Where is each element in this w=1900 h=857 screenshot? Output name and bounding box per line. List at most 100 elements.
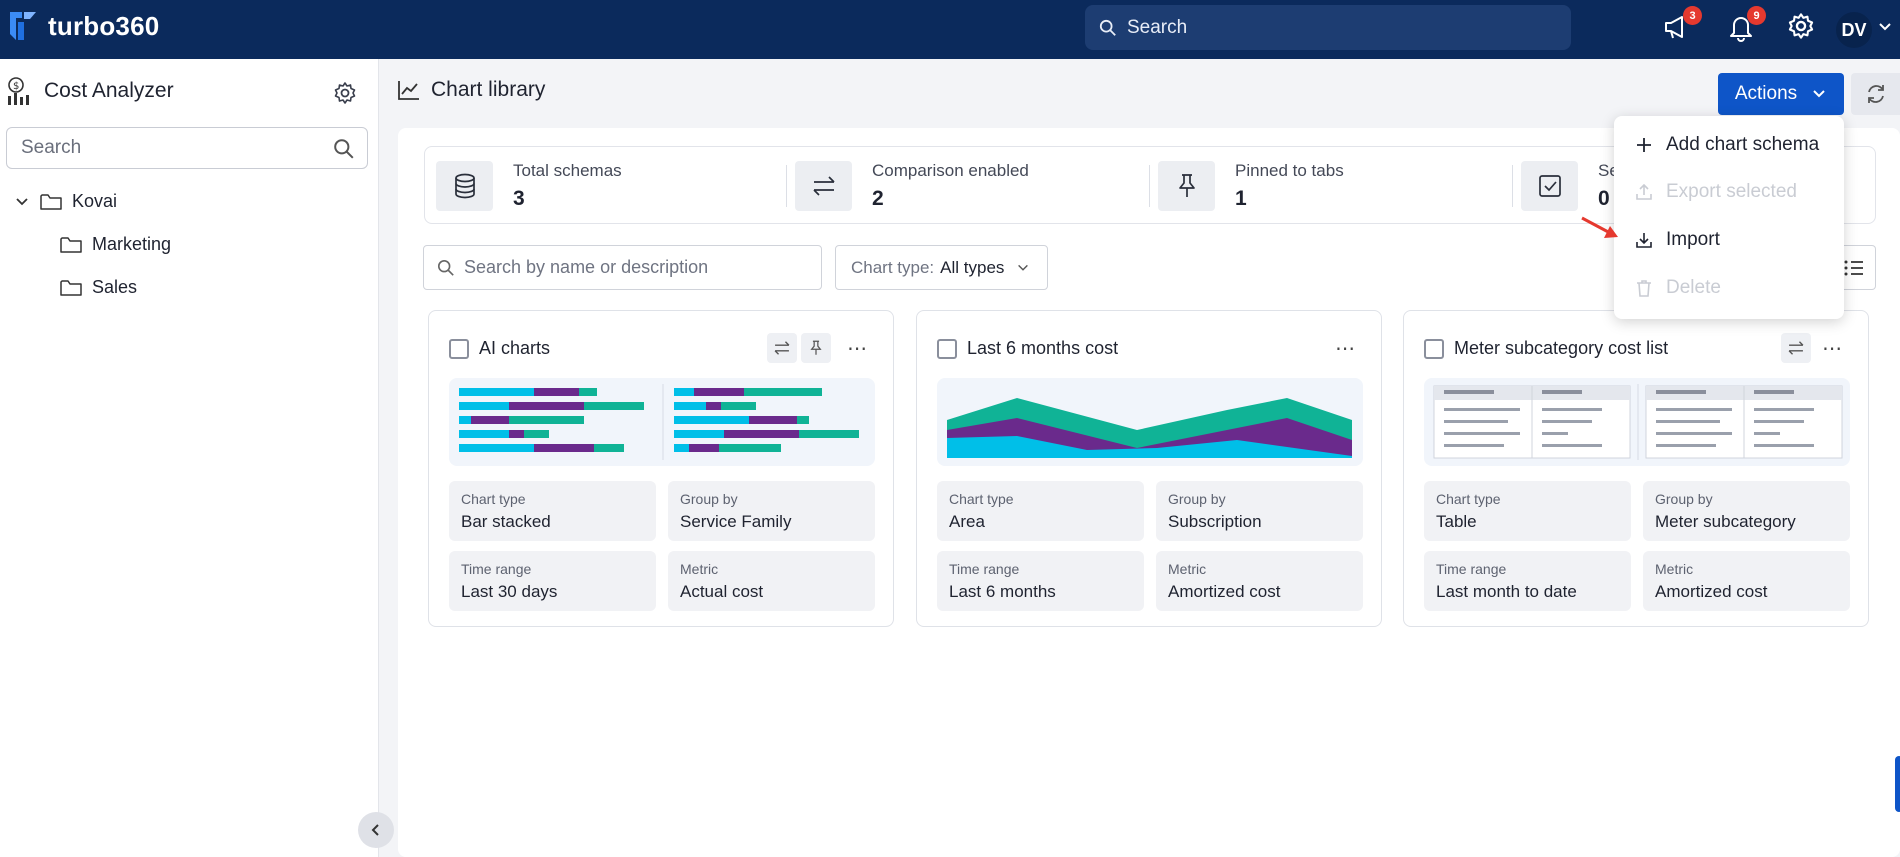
tile-label: Group by <box>680 491 738 507</box>
stat-value: 1 <box>1235 187 1247 210</box>
folder-icon <box>60 236 82 253</box>
sidebar-settings-icon[interactable] <box>333 81 357 105</box>
chart-card[interactable]: AI charts ⋯ Chart type Bar stacked Group … <box>428 310 894 627</box>
folder-icon <box>60 279 82 296</box>
bar-stacked-thumbnail <box>459 384 859 460</box>
trash-icon <box>1637 280 1651 297</box>
plus-icon <box>1637 138 1651 152</box>
menu-item-add-chart-schema[interactable]: Add chart schema <box>1634 134 1819 156</box>
chart-card[interactable]: Meter subcategory cost list ⋯ <box>1403 310 1869 627</box>
chart-type-filter[interactable]: Chart type: All types <box>835 245 1048 290</box>
svg-text:$: $ <box>13 81 19 92</box>
table-preview <box>1424 378 1850 466</box>
actions-label: Actions <box>1734 83 1798 104</box>
page-title-text: Chart library <box>431 78 546 101</box>
menu-item-label: Delete <box>1666 277 1721 298</box>
tile-value: Bar stacked <box>461 512 551 531</box>
search-icon <box>1099 19 1116 36</box>
bar-stacked-preview <box>449 378 875 466</box>
tree-item-marketing[interactable]: Marketing <box>60 234 171 255</box>
chart-type-tile: Chart type Bar stacked <box>449 481 656 541</box>
tile-label: Group by <box>1655 491 1713 507</box>
tile-value: Meter subcategory <box>1655 512 1796 531</box>
turbo360-logo-icon <box>10 12 36 40</box>
brand-name: turbo360 <box>48 10 160 41</box>
metric-tile: Metric Amortized cost <box>1643 551 1850 611</box>
feedback-tab[interactable] <box>1895 756 1900 812</box>
bell-icon <box>1730 17 1752 42</box>
folder-icon <box>40 193 62 210</box>
search-icon <box>334 139 354 159</box>
area-thumbnail <box>947 398 1352 458</box>
chevron-down-icon <box>1813 90 1825 98</box>
pin-button[interactable] <box>801 333 831 363</box>
tile-value: Last month to date <box>1436 582 1577 601</box>
sidebar: $ Cost Analyzer Search Kovai Marketing S… <box>0 59 379 857</box>
list-view-button[interactable] <box>1832 245 1876 290</box>
tile-value: Actual cost <box>680 582 764 601</box>
refresh-icon <box>1867 85 1884 103</box>
stat-value: 2 <box>872 187 884 210</box>
chevron-left-icon <box>371 824 379 836</box>
checkbox-checked-icon <box>1538 175 1561 197</box>
group-by-tile: Group by Service Family <box>668 481 875 541</box>
stat-value: 3 <box>513 187 525 210</box>
tile-value: Area <box>949 512 985 531</box>
pin-icon <box>1178 174 1195 197</box>
compare-arrows-icon <box>774 341 790 355</box>
stat-comparison-enabled: Comparison enabled 2 <box>795 147 1029 225</box>
tree-item-sales[interactable]: Sales <box>60 277 137 298</box>
compare-button[interactable] <box>1781 333 1811 363</box>
actions-button[interactable]: Actions <box>1718 73 1844 115</box>
chart-type-tile: Chart type Table <box>1424 481 1631 541</box>
tile-label: Metric <box>1655 561 1694 577</box>
area-preview <box>937 378 1363 466</box>
settings-button[interactable] <box>1787 12 1819 44</box>
sidebar-collapse-button[interactable] <box>358 812 394 848</box>
sidebar-search-input[interactable]: Search <box>6 127 368 169</box>
tree-item-kovai[interactable]: Kovai <box>14 191 117 212</box>
more-options-button[interactable]: ⋯ <box>847 337 867 360</box>
line-chart-icon <box>398 81 419 100</box>
sidebar-search-placeholder: Search <box>21 137 82 158</box>
card-checkbox[interactable] <box>937 339 957 359</box>
stat-selected: Se 0 <box>1521 147 1619 225</box>
tile-label: Group by <box>1168 491 1226 507</box>
time-range-tile: Time range Last 6 months <box>937 551 1144 611</box>
more-options-button[interactable]: ⋯ <box>1335 337 1355 360</box>
export-icon <box>1636 183 1652 200</box>
tree-item-label: Sales <box>92 277 138 297</box>
stat-pinned-to-tabs: Pinned to tabs 1 <box>1158 147 1344 225</box>
tile-value: Last 6 months <box>949 582 1056 601</box>
table-thumbnail <box>1433 384 1843 460</box>
metric-tile: Metric Amortized cost <box>1156 551 1363 611</box>
menu-item-export-selected[interactable]: Export selected <box>1634 181 1797 203</box>
chevron-down-icon <box>1018 264 1029 271</box>
tile-label: Chart type <box>949 491 1014 507</box>
global-search[interactable]: Search <box>1085 5 1571 50</box>
schema-search-placeholder: Search by name or description <box>464 257 709 277</box>
megaphone-icon <box>1665 16 1683 39</box>
notifications-button[interactable]: 9 <box>1726 6 1766 44</box>
card-checkbox[interactable] <box>449 339 469 359</box>
tile-label: Time range <box>949 561 1020 577</box>
chevron-down-icon[interactable] <box>1876 18 1894 36</box>
announcements-button[interactable]: 3 <box>1662 6 1702 44</box>
schema-search-input[interactable]: Search by name or description <box>423 245 822 290</box>
stat-value: 0 <box>1598 187 1610 210</box>
chart-card[interactable]: Last 6 months cost ⋯ Chart type Area Grou… <box>916 310 1382 627</box>
menu-item-import[interactable]: Import <box>1634 229 1720 251</box>
chevron-down-icon[interactable] <box>14 194 30 210</box>
menu-item-delete[interactable]: Delete <box>1634 277 1721 299</box>
menu-item-label: Add chart schema <box>1666 134 1820 155</box>
sidebar-title: Cost Analyzer <box>44 79 174 102</box>
gear-icon <box>1788 13 1814 39</box>
group-by-tile: Group by Subscription <box>1156 481 1363 541</box>
user-avatar[interactable]: DV <box>1836 12 1872 48</box>
card-checkbox[interactable] <box>1424 339 1444 359</box>
more-options-button[interactable]: ⋯ <box>1822 337 1842 360</box>
refresh-button[interactable] <box>1851 73 1900 115</box>
stat-label: Se <box>1598 161 1619 180</box>
brand-logo[interactable]: turbo360 <box>8 10 159 42</box>
compare-button[interactable] <box>767 333 797 363</box>
